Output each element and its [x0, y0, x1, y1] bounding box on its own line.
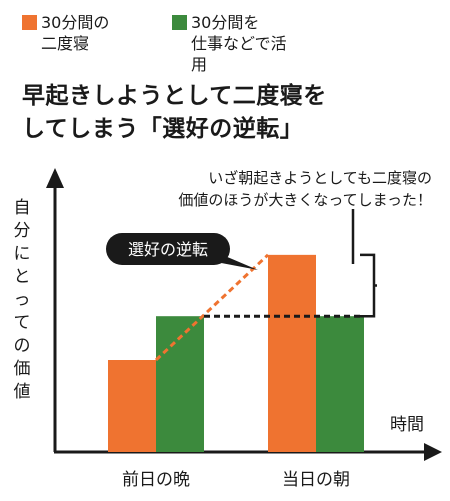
legend-label-work-line2: 仕事などで活用	[191, 34, 287, 74]
legend-item-nap: 30分間の 二度寝	[22, 12, 151, 54]
bubble-body	[106, 233, 230, 265]
y-axis-label: 自分にとっての価値	[14, 198, 31, 402]
chart-title: 早起きしようとして二度寝を してしまう「選好の逆転」	[22, 80, 327, 146]
legend-label-nap: 30分間の 二度寝	[41, 12, 151, 54]
x-axis-label: 時間	[390, 415, 424, 435]
trend-dashed-line-nap	[154, 253, 270, 362]
bars	[108, 254, 364, 452]
bar-work-morning	[316, 316, 364, 452]
legend-label-nap-line2: 二度寝	[41, 34, 90, 53]
legend-label-work: 30分間を 仕事などで活用	[191, 12, 301, 75]
difference-bracket	[360, 253, 377, 318]
x-tick-label-morning: 当日の朝	[282, 470, 350, 490]
x-tick-label-evening: 前日の晩	[122, 470, 190, 490]
legend-item-work: 30分間を 仕事などで活用	[172, 12, 301, 75]
reversal-bubble: 選好の逆転	[106, 233, 258, 270]
bubble-tail	[216, 256, 258, 270]
legend-label-nap-line1: 30分間の	[41, 13, 110, 32]
legend-swatch-work	[172, 15, 187, 30]
callout-line1: いざ朝起きようとしても二度寝の	[208, 169, 432, 187]
legend-label-work-line1: 30分間を	[191, 13, 260, 32]
bubble-label: 選好の逆転	[128, 240, 208, 259]
chart-title-line2: してしまう「選好の逆転」	[22, 116, 304, 142]
y-axis-arrowhead	[46, 168, 64, 188]
x-tick-labels: 前日の晩 当日の朝	[122, 470, 350, 490]
bar-nap-evening	[108, 360, 156, 452]
callout-line2: 価値のほうが大きくなってしまった！	[178, 191, 432, 209]
legend-swatch-nap	[22, 15, 37, 30]
axes	[46, 168, 442, 461]
bar-nap-morning	[268, 254, 316, 452]
x-axis-arrowhead	[424, 443, 442, 461]
chart-title-line1: 早起きしようとして二度寝を	[22, 83, 327, 109]
